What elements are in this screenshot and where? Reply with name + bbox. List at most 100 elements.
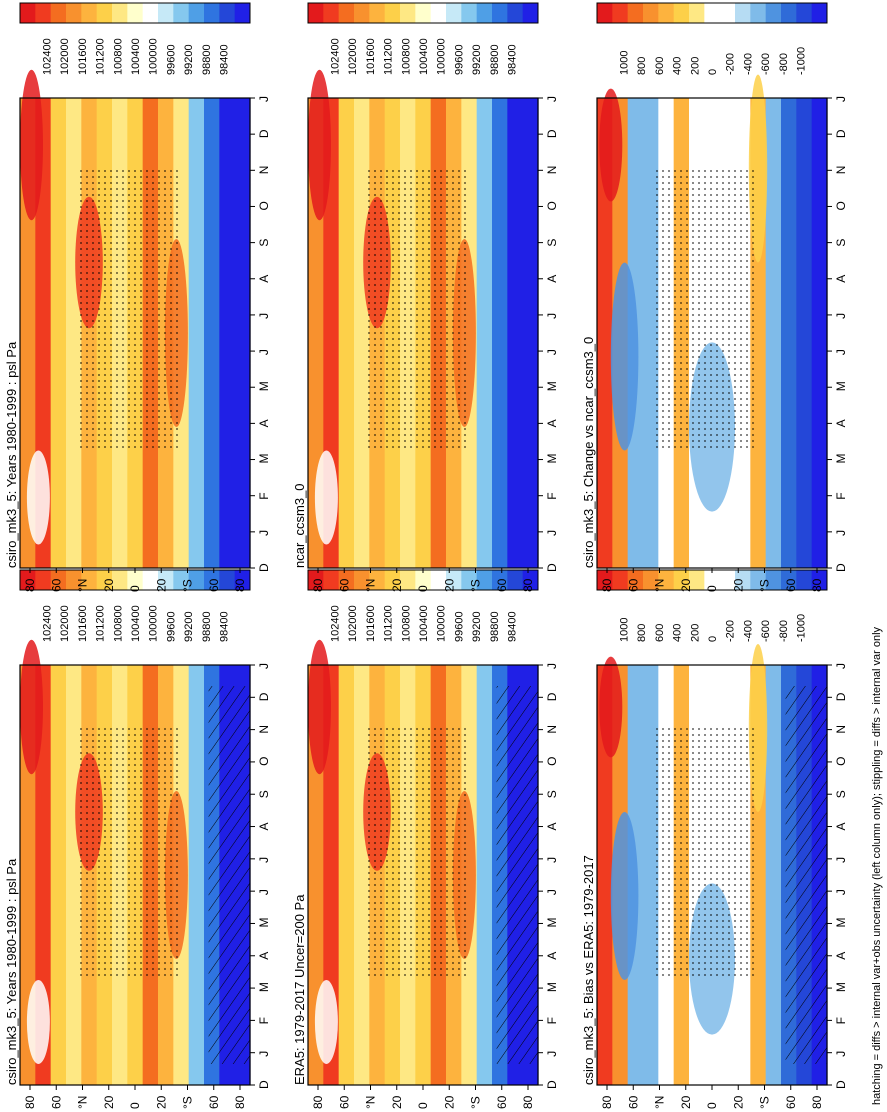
colorbar-swatch xyxy=(781,3,797,23)
lat-tick-label: °N xyxy=(76,579,90,592)
panel-title: csiro_mk3_5: Bias vs ERA5: 1979-2017 xyxy=(581,855,596,1085)
colorbar-label: 102000 xyxy=(59,38,71,75)
lat-band xyxy=(234,98,251,568)
colorbar-swatch xyxy=(66,3,82,23)
colorbar-label: -200 xyxy=(725,620,737,642)
month-tick-label: A xyxy=(545,823,559,831)
colorbar-swatch xyxy=(689,570,705,590)
colorbar-label: 800 xyxy=(636,57,648,75)
colorbar-label: 101200 xyxy=(383,605,395,642)
lat-tick-label: 80 xyxy=(311,1095,325,1109)
colorbar-swatch xyxy=(127,3,144,23)
colorbar-swatch xyxy=(96,570,113,590)
colorbar-swatch xyxy=(369,3,386,23)
month-tick-label: O xyxy=(257,757,271,766)
panel-p5: 80 60 °N 20 0 20 °S 60 80DJFMAMJJASONDJcsiro_mk3… xyxy=(581,569,848,1109)
colorbar-label: 101600 xyxy=(77,38,89,75)
colorbar-swatch xyxy=(20,3,36,23)
colorbar-swatch xyxy=(96,3,113,23)
lat-band xyxy=(811,98,828,568)
colorbar-swatch xyxy=(188,3,205,23)
stippling-overlay xyxy=(654,168,758,451)
colorbar-label: 101600 xyxy=(365,605,377,642)
month-tick-label: M xyxy=(257,982,271,992)
colorbar-label: -600 xyxy=(760,620,772,642)
colorbar-swatch xyxy=(507,570,524,590)
lat-tick-label: °S xyxy=(758,1096,772,1109)
colorbar-label: 100400 xyxy=(418,38,430,75)
lat-band xyxy=(338,665,355,1085)
colorbar-swatch xyxy=(627,3,644,23)
month-tick-label: S xyxy=(834,239,848,247)
colorbar-swatch xyxy=(400,570,416,590)
contour-blob xyxy=(26,450,50,545)
colorbar-swatch xyxy=(597,570,613,590)
month-tick-label: A xyxy=(257,952,271,960)
lat-tick-label: 60 xyxy=(207,578,221,592)
colorbar-swatch xyxy=(354,3,370,23)
colorbar-swatch xyxy=(704,3,721,23)
month-tick-label: J xyxy=(834,1051,848,1057)
month-tick-label: D xyxy=(545,1080,559,1089)
lat-tick-label: 20 xyxy=(102,1095,116,1109)
month-tick-label: N xyxy=(834,166,848,175)
colorbar-swatch xyxy=(689,3,705,23)
colorbar-swatch xyxy=(338,3,355,23)
colorbar-swatch xyxy=(476,3,493,23)
month-tick-label: J xyxy=(834,313,848,319)
colorbar-swatch xyxy=(219,570,236,590)
month-tick-label: A xyxy=(545,419,559,427)
lat-band xyxy=(35,665,52,1085)
colorbar-label: 99200 xyxy=(183,44,195,75)
colorbar-label: 99600 xyxy=(165,44,177,75)
lat-tick-label: 20 xyxy=(102,578,116,592)
lat-tick-label: 60 xyxy=(784,1095,798,1109)
month-tick-label: F xyxy=(257,1017,271,1024)
month-tick-label: F xyxy=(545,1017,559,1024)
stippling-overlay xyxy=(365,168,469,451)
colorbar-swatch xyxy=(796,570,813,590)
month-tick-label: J xyxy=(834,349,848,355)
colorbar-label: 100400 xyxy=(130,605,142,642)
colorbar-swatch xyxy=(643,3,659,23)
lat-tick-label: °S xyxy=(181,579,195,592)
lat-tick-label: °N xyxy=(76,1096,90,1109)
colorbar-label: 99200 xyxy=(183,611,195,642)
colorbar-swatch xyxy=(612,3,629,23)
month-tick-label: J xyxy=(545,663,559,669)
colorbar-label: 100000 xyxy=(436,38,448,75)
month-tick-label: M xyxy=(545,381,559,391)
lat-tick-label: 20 xyxy=(679,1095,693,1109)
lat-tick-label: 80 xyxy=(600,1095,614,1109)
colorbar-label: 200 xyxy=(689,624,701,642)
month-tick-label: D xyxy=(834,1080,848,1089)
lat-tick-label: 60 xyxy=(495,1095,509,1109)
month-tick-label: N xyxy=(257,725,271,734)
colorbar-swatch xyxy=(400,3,416,23)
lat-band xyxy=(50,665,67,1085)
lat-tick-label: 20 xyxy=(390,1095,404,1109)
month-tick-label: F xyxy=(834,1017,848,1024)
colorbar-swatch xyxy=(112,570,128,590)
colorbar-swatch xyxy=(308,570,324,590)
panel-title: csiro_mk3_5: Years 1980-1999 : psl Pa xyxy=(4,858,19,1085)
colorbar-swatch xyxy=(446,570,462,590)
colorbar-swatch xyxy=(492,570,508,590)
lat-tick-label: 80 xyxy=(311,578,325,592)
month-tick-label: N xyxy=(545,725,559,734)
lat-tick-label: °N xyxy=(364,579,378,592)
lat-tick-label: 20 xyxy=(154,1095,168,1109)
month-tick-label: J xyxy=(257,663,271,669)
lat-band xyxy=(796,98,813,568)
colorbar-label: 100000 xyxy=(148,605,160,642)
panel-title: ERA5: 1979-2017 Uncer=200 Pa xyxy=(292,894,307,1085)
lat-tick-label: 20 xyxy=(154,578,168,592)
lat-tick-label: °S xyxy=(181,1096,195,1109)
colorbar-label: 101600 xyxy=(365,38,377,75)
lat-tick-label: 80 xyxy=(810,578,824,592)
panel-p6: 80 60 °N 20 0 20 °S 60 80DJFMAMJJASONDJcsiro_mk3… xyxy=(581,2,848,592)
colorbar-label: -1000 xyxy=(795,614,807,642)
colorbar-swatch xyxy=(158,3,174,23)
lat-tick-label: 80 xyxy=(23,1095,37,1109)
colorbar-swatch xyxy=(415,3,432,23)
